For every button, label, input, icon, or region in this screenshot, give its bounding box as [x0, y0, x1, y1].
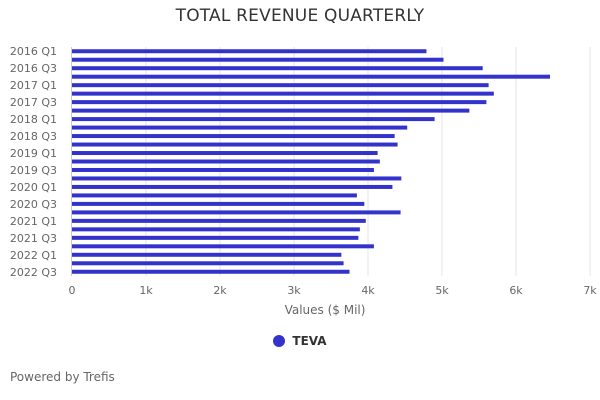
bar-2016-q4[interactable] — [72, 74, 551, 79]
y-tick-label: 2018 Q3 — [10, 130, 57, 143]
y-tick-label: 2020 Q1 — [10, 181, 57, 194]
powered-by-credit: Powered by Trefis — [10, 370, 115, 384]
bar-2019-q4[interactable] — [72, 176, 402, 181]
legend-marker-icon — [273, 335, 286, 347]
bar-2017-q2[interactable] — [72, 91, 494, 96]
bar-chart: 2016 Q1 2016 Q3 2017 Q1 2017 Q3 2018 Q1 2018 … — [10, 45, 598, 317]
bar-2020-q3[interactable] — [72, 201, 365, 206]
y-tick-label: 2019 Q3 — [10, 164, 57, 177]
bar-2020-q2[interactable] — [72, 193, 357, 198]
bar-2018-q4[interactable] — [72, 142, 398, 147]
bar-2021-q4[interactable] — [72, 244, 374, 249]
y-tick-label: 2022 Q3 — [10, 266, 57, 279]
x-tick-label: 0 — [69, 284, 76, 297]
bar-2019-q3[interactable] — [72, 167, 374, 172]
bar-2021-q1[interactable] — [72, 218, 366, 223]
chart-title: TOTAL REVENUE QUARTERLY — [175, 6, 425, 26]
bar-2019-q2[interactable] — [72, 159, 380, 164]
y-tick-label: 2019 Q1 — [10, 147, 57, 160]
x-axis-title: Values ($ Mil) — [285, 303, 366, 317]
x-tick-label: 2k — [213, 284, 227, 297]
bar-2018-q2[interactable] — [72, 125, 408, 130]
bar-2016-q3[interactable] — [72, 66, 483, 71]
bar-2022-q3[interactable] — [72, 269, 350, 274]
bar-2018-q3[interactable] — [72, 134, 395, 139]
x-tick-label: 3k — [287, 284, 301, 297]
y-tick-label: 2020 Q3 — [10, 198, 57, 211]
bar-2017-q1[interactable] — [72, 83, 489, 88]
x-tick-label: 5k — [435, 284, 449, 297]
y-tick-label: 2017 Q3 — [10, 96, 57, 109]
value-axis-labels: 0 1k 2k 3k 4k 5k 6k 7k — [69, 284, 598, 297]
category-axis-labels: 2016 Q1 2016 Q3 2017 Q1 2017 Q3 2018 Q1 2018 … — [10, 45, 57, 279]
bar-2019-q1[interactable] — [72, 151, 378, 156]
bar-series — [72, 49, 551, 274]
x-tick-label: 7k — [583, 284, 597, 297]
legend-item-teva[interactable]: TEVA — [273, 334, 327, 348]
y-tick-label: 2016 Q1 — [10, 45, 57, 58]
bar-2018-q1[interactable] — [72, 117, 435, 122]
bar-2021-q2[interactable] — [72, 227, 360, 232]
x-tick-label: 6k — [509, 284, 523, 297]
bar-2017-q3[interactable] — [72, 100, 487, 105]
legend-label: TEVA — [292, 334, 327, 348]
y-tick-label: 2018 Q1 — [10, 113, 57, 126]
bar-2022-q2[interactable] — [72, 261, 344, 266]
bar-2016-q1[interactable] — [72, 49, 427, 54]
y-tick-label: 2021 Q1 — [10, 215, 57, 228]
bar-2020-q4[interactable] — [72, 210, 401, 215]
bar-2022-q1[interactable] — [72, 252, 342, 257]
y-tick-label: 2021 Q3 — [10, 232, 57, 245]
bar-2016-q2[interactable] — [72, 57, 444, 62]
bar-2020-q1[interactable] — [72, 184, 393, 189]
x-tick-label: 1k — [139, 284, 153, 297]
bar-2021-q3[interactable] — [72, 235, 359, 240]
legend: TEVA — [0, 334, 600, 348]
bar-2017-q4[interactable] — [72, 108, 470, 113]
x-tick-label: 4k — [361, 284, 375, 297]
y-tick-label: 2016 Q3 — [10, 62, 57, 75]
y-tick-label: 2022 Q1 — [10, 249, 57, 262]
y-tick-label: 2017 Q1 — [10, 79, 57, 92]
